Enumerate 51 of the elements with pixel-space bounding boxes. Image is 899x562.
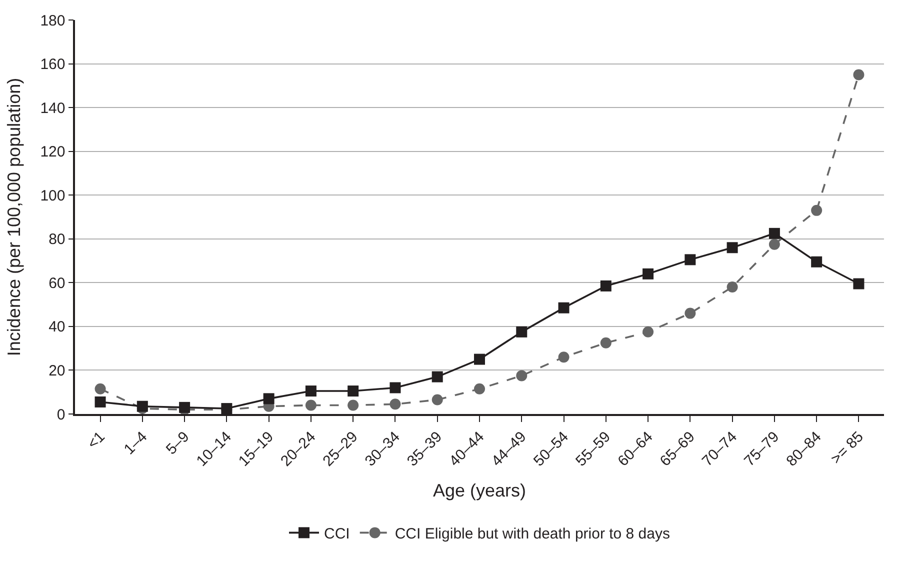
point [136, 400, 148, 412]
point [768, 228, 780, 239]
y-tick-label: 100 [40, 187, 66, 204]
point [642, 326, 654, 338]
point [811, 256, 822, 268]
point [305, 386, 316, 397]
y-tick-label: 80 [48, 231, 66, 248]
y-tick-label: 20 [48, 362, 66, 380]
x-axis-title: Age (years) [432, 480, 526, 500]
y-tick-label: 160 [40, 56, 66, 74]
point [263, 393, 274, 404]
legend-label: CCI Eligible but with death prior to 8 days [394, 526, 670, 543]
y-tick-label: 120 [40, 144, 66, 161]
point [853, 278, 864, 290]
point [516, 370, 528, 382]
legend-label: CCI [324, 526, 350, 543]
point [600, 280, 612, 292]
point [684, 254, 696, 266]
point [768, 238, 780, 250]
x-tick-label: <1 [84, 428, 108, 452]
point [726, 242, 738, 254]
point [94, 383, 106, 394]
point [432, 394, 443, 406]
y-tick-label: 60 [48, 274, 66, 292]
point [642, 268, 654, 280]
x-tick-label: >= 85 [828, 428, 867, 468]
point [558, 352, 570, 363]
point [474, 383, 485, 394]
y-axis-title: Incidence (per 100,000 population) [4, 78, 24, 356]
point [390, 382, 401, 394]
point [305, 400, 316, 411]
point [516, 326, 528, 338]
point [684, 308, 696, 319]
y-tick-label: 140 [40, 100, 66, 117]
point [432, 371, 443, 382]
point [558, 302, 570, 314]
y-tick-label: 180 [40, 12, 66, 30]
point [179, 402, 190, 413]
point [474, 354, 485, 365]
point [600, 337, 612, 348]
x-tick-label: 5–9 [162, 428, 193, 458]
point [811, 204, 822, 216]
y-tick-label: 0 [56, 406, 66, 424]
point [348, 400, 359, 411]
point [853, 69, 864, 80]
y-tick-label: 40 [48, 318, 66, 336]
point [726, 282, 738, 293]
point [348, 386, 359, 397]
point [94, 396, 106, 408]
point [390, 398, 401, 410]
x-tick-label: 1–4 [120, 428, 151, 458]
